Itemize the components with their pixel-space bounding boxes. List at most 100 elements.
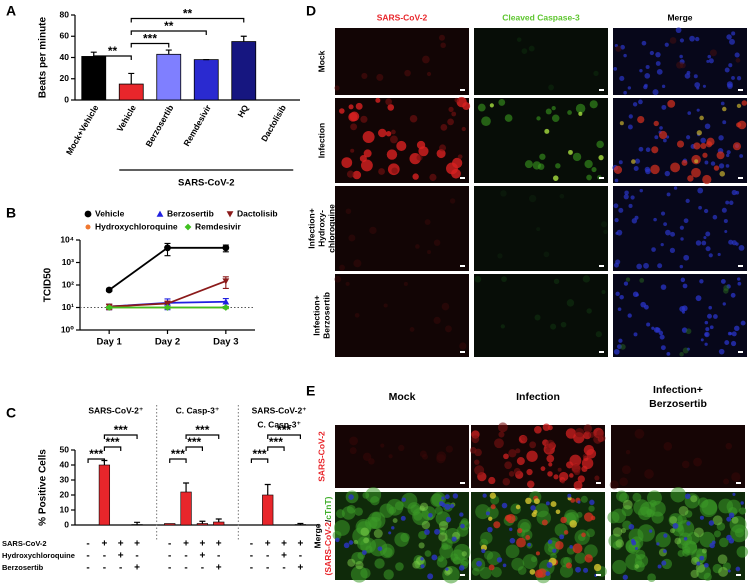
cell — [339, 264, 345, 271]
cell — [679, 54, 683, 59]
cell — [695, 240, 702, 246]
cell — [350, 123, 358, 131]
cell — [449, 198, 456, 204]
cell — [486, 551, 501, 566]
cell — [609, 480, 619, 490]
cell — [491, 566, 502, 578]
cell — [625, 449, 631, 455]
scale-bar — [738, 265, 743, 267]
marker — [164, 244, 171, 252]
cell — [683, 536, 688, 541]
cell — [694, 82, 701, 88]
cell — [704, 342, 708, 346]
cell — [645, 168, 651, 175]
cell — [513, 467, 521, 475]
cell — [722, 106, 727, 112]
significance-bracket — [93, 55, 132, 60]
cell — [377, 546, 383, 552]
micrograph — [474, 98, 608, 183]
y-tick-label: 40 — [60, 52, 70, 62]
bar — [118, 83, 144, 101]
column-header: Merge — [667, 12, 692, 22]
cell — [700, 338, 704, 342]
cell — [383, 569, 394, 580]
cell — [633, 560, 645, 573]
cell — [654, 135, 659, 140]
cell — [575, 103, 586, 114]
cell — [416, 154, 423, 161]
cell — [663, 138, 667, 143]
cell — [650, 164, 660, 175]
error-bar — [215, 518, 222, 522]
cell — [682, 283, 688, 289]
cell — [546, 562, 553, 568]
cell — [493, 521, 501, 529]
cell — [675, 27, 682, 34]
cell — [433, 239, 441, 247]
cell — [459, 342, 467, 350]
cell — [708, 305, 712, 310]
cell — [627, 124, 633, 130]
cell — [440, 42, 446, 48]
cell — [695, 36, 700, 42]
cell — [648, 529, 653, 533]
cell — [652, 89, 659, 96]
condition-sign: - — [86, 563, 89, 574]
significance-label: *** — [253, 447, 267, 461]
micrograph-background — [474, 28, 608, 95]
micrograph — [474, 274, 608, 357]
cell — [409, 327, 415, 332]
cell — [348, 104, 354, 110]
y-tick-label: 10 — [60, 504, 70, 514]
micrograph-background — [474, 274, 608, 357]
cell — [583, 424, 593, 433]
cell — [734, 528, 745, 538]
cell — [488, 516, 493, 521]
cell — [346, 170, 355, 178]
cell — [545, 571, 551, 576]
cell — [580, 495, 588, 503]
cell — [577, 475, 585, 483]
cell — [724, 230, 728, 234]
cell — [663, 222, 668, 227]
cell — [740, 320, 746, 326]
row-label: Infection+ — [306, 208, 316, 248]
y-tick-label: 40 — [60, 459, 70, 469]
cell — [550, 501, 557, 508]
cell — [361, 72, 368, 80]
cell — [503, 453, 509, 460]
cell — [481, 116, 491, 127]
cell — [474, 275, 482, 283]
condition-sign: + — [297, 539, 303, 550]
cell — [577, 500, 581, 504]
cell — [736, 103, 742, 109]
condition-sign: - — [201, 563, 204, 574]
significance-bracket — [103, 446, 122, 451]
scale-bar — [599, 89, 604, 91]
micrograph — [607, 487, 749, 583]
cell — [619, 294, 624, 300]
cell — [717, 554, 728, 565]
cell — [410, 504, 420, 514]
marker — [222, 244, 230, 252]
cell — [722, 120, 727, 125]
cell — [630, 195, 635, 200]
cell — [546, 454, 555, 463]
significance-label: *** — [195, 423, 209, 437]
cell — [573, 480, 583, 490]
cell — [708, 253, 713, 258]
cell — [547, 425, 553, 431]
cell — [683, 218, 689, 224]
cell — [436, 557, 448, 568]
bar — [262, 494, 274, 526]
cell — [695, 563, 706, 573]
cell — [731, 189, 737, 196]
cell — [488, 564, 495, 571]
cell — [469, 447, 477, 454]
cell — [424, 529, 430, 535]
cell — [679, 264, 684, 269]
cell — [566, 299, 575, 307]
legend-label: Berzosertib — [167, 208, 214, 218]
cell — [547, 539, 553, 545]
cell — [534, 569, 544, 578]
